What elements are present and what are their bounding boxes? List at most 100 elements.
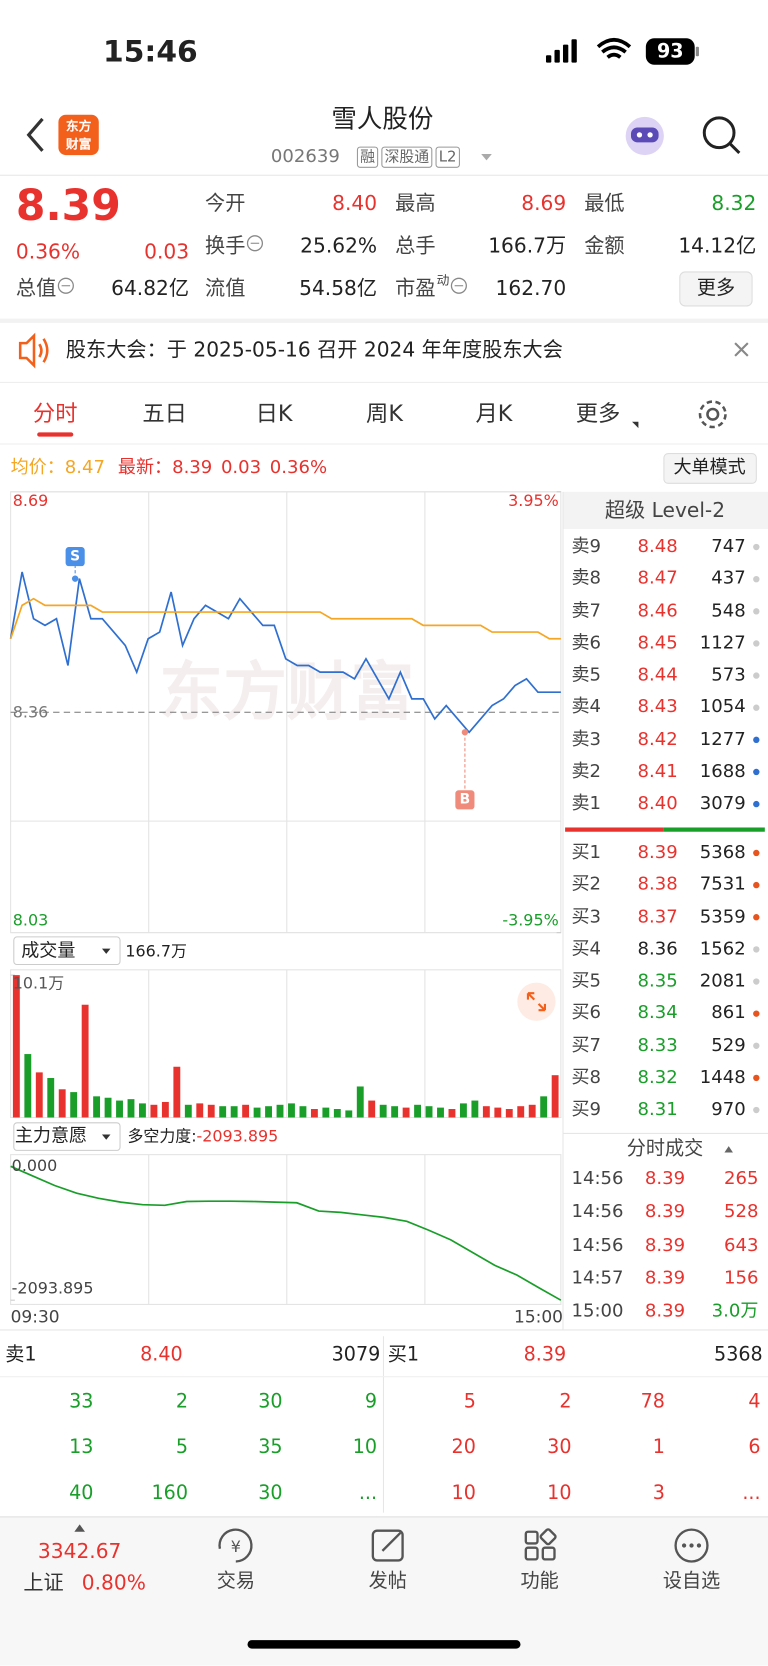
tab[interactable]: 更多 bbox=[575, 400, 621, 427]
indicator-name[interactable]: 成交量 bbox=[21, 940, 76, 962]
book-dot bbox=[753, 1042, 760, 1049]
volume-bar bbox=[551, 1075, 559, 1118]
indicator-select[interactable] bbox=[13, 936, 121, 966]
book-dot bbox=[753, 608, 760, 615]
nav-item[interactable]: 功能 bbox=[520, 1569, 559, 1593]
book-volume: 5368 bbox=[699, 841, 746, 864]
stat-label: 金额 bbox=[584, 234, 625, 258]
book-dot bbox=[753, 1010, 760, 1017]
trade-volume: 265 bbox=[723, 1167, 759, 1190]
volume-bar bbox=[517, 1106, 525, 1118]
function-icon[interactable] bbox=[524, 1528, 557, 1561]
queue-order: 4 bbox=[748, 1390, 761, 1413]
marker-label: B bbox=[459, 791, 471, 808]
search-button[interactable] bbox=[702, 116, 741, 155]
notice[interactable]: 股东大会：于 2025-05-16 召开 2024 年年度股东大会 bbox=[65, 338, 563, 362]
tab[interactable]: 月K bbox=[475, 400, 513, 427]
queue-order: 10 bbox=[451, 1481, 476, 1505]
book-volume: 861 bbox=[711, 1002, 746, 1024]
watermark: 东方财富 bbox=[159, 656, 414, 730]
indicator-select[interactable] bbox=[13, 1122, 121, 1151]
tab[interactable]: 日K bbox=[255, 400, 293, 427]
volume-bar bbox=[265, 1106, 272, 1118]
book-dot bbox=[753, 1074, 760, 1082]
tab[interactable]: 五日 bbox=[142, 400, 187, 427]
back-button[interactable] bbox=[26, 117, 44, 152]
post-icon[interactable] bbox=[371, 1529, 404, 1562]
tab[interactable]: 分时 bbox=[32, 400, 78, 427]
stock-name: 雪人股份 bbox=[331, 104, 434, 134]
close-button[interactable] bbox=[734, 342, 749, 357]
nav-item[interactable]: 设自选 bbox=[662, 1569, 721, 1593]
stat-value: 162.70 bbox=[495, 276, 567, 301]
info-text: 0.03 bbox=[220, 457, 262, 479]
book-price: 8.44 bbox=[637, 664, 678, 686]
indicator-name[interactable]: 主力意愿 bbox=[14, 1125, 88, 1147]
tab[interactable]: 周K bbox=[366, 400, 404, 427]
stat-value: 54.58亿 bbox=[299, 276, 378, 301]
change: 0.03 bbox=[144, 240, 190, 264]
book-dot bbox=[753, 914, 760, 921]
more-button[interactable] bbox=[679, 271, 753, 307]
queue-order: 35 bbox=[258, 1436, 283, 1459]
book-dot bbox=[753, 575, 760, 583]
book-volume: 2081 bbox=[699, 970, 746, 992]
metric-label: 多空力度: bbox=[127, 1126, 197, 1146]
book-dot bbox=[753, 800, 760, 808]
big-order-button[interactable] bbox=[663, 453, 757, 484]
volume-bar bbox=[448, 1109, 456, 1118]
chart-frame bbox=[10, 491, 562, 1305]
info-icon bbox=[57, 277, 74, 294]
volume-bar bbox=[219, 1106, 227, 1118]
book-volume: 1562 bbox=[699, 938, 746, 960]
book-volume: 573 bbox=[711, 664, 746, 686]
x-tick-label: 15:00 bbox=[514, 1306, 563, 1327]
volume-bar bbox=[459, 1103, 467, 1118]
assistant-avatar[interactable] bbox=[625, 116, 664, 156]
stat-value: 14.12亿 bbox=[678, 234, 757, 258]
expand-button[interactable] bbox=[517, 982, 556, 1021]
volume-bar bbox=[116, 1100, 123, 1118]
y2-tick-label: 3.95% bbox=[508, 491, 559, 511]
index-name[interactable]: 上证 bbox=[23, 1571, 64, 1595]
queue-price: 8.39 bbox=[523, 1343, 567, 1367]
volume-bar bbox=[93, 1096, 101, 1118]
nav-item[interactable]: 发帖 bbox=[368, 1569, 407, 1593]
queue-order: 6 bbox=[748, 1436, 761, 1459]
index-change[interactable]: 0.80% bbox=[81, 1571, 146, 1595]
settings-button[interactable] bbox=[698, 400, 727, 429]
book-price: 8.32 bbox=[637, 1066, 678, 1088]
big-order-button[interactable]: 大单模式 bbox=[673, 457, 746, 479]
more-button[interactable]: 更多 bbox=[696, 277, 736, 300]
volume-bar bbox=[24, 1054, 32, 1118]
volume-bar bbox=[12, 975, 20, 1118]
watchlist-icon[interactable] bbox=[674, 1528, 709, 1563]
tab-underline bbox=[37, 432, 74, 437]
book-volume: 1688 bbox=[699, 760, 746, 783]
book-price: 8.34 bbox=[637, 1002, 678, 1024]
stat-value: 64.82亿 bbox=[111, 276, 190, 301]
volume-bar bbox=[276, 1104, 284, 1118]
trade-time: 14:56 bbox=[571, 1201, 624, 1223]
queue-order: 2 bbox=[175, 1390, 189, 1413]
volume-bar bbox=[47, 1078, 55, 1118]
book-price: 8.33 bbox=[637, 1034, 678, 1056]
trade-time: 14:56 bbox=[571, 1167, 624, 1190]
volume-bar bbox=[242, 1104, 250, 1118]
volume-bar bbox=[494, 1107, 502, 1118]
stat-label: 最高 bbox=[395, 191, 436, 216]
stat-label: 流值 bbox=[205, 276, 246, 301]
logo bbox=[58, 114, 99, 156]
volume-bar bbox=[471, 1100, 479, 1118]
trade-icon[interactable]: ¥ bbox=[218, 1528, 253, 1563]
dropdown[interactable] bbox=[481, 154, 492, 161]
queue-order: 30 bbox=[258, 1390, 283, 1413]
book-label: 买6 bbox=[571, 1002, 602, 1024]
info-text: 8.39 bbox=[172, 457, 213, 479]
trade-price: 8.39 bbox=[644, 1167, 686, 1190]
book-dot bbox=[753, 704, 760, 711]
book-label: 买7 bbox=[571, 1034, 602, 1056]
index-value[interactable]: 3342.67 bbox=[37, 1539, 122, 1564]
volume-bar bbox=[333, 1109, 341, 1118]
nav-item[interactable]: 交易 bbox=[216, 1569, 255, 1593]
